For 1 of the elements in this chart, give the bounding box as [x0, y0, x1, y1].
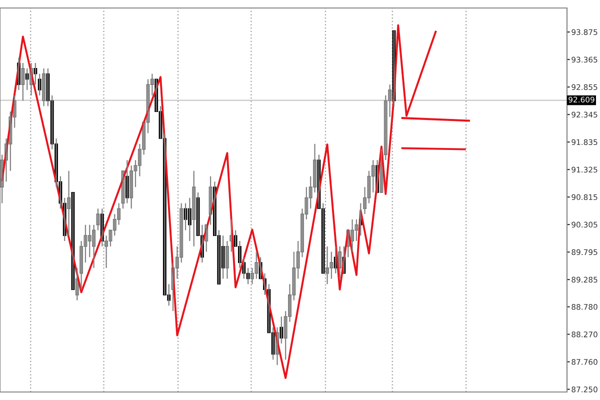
- candlestick: [71, 192, 75, 290]
